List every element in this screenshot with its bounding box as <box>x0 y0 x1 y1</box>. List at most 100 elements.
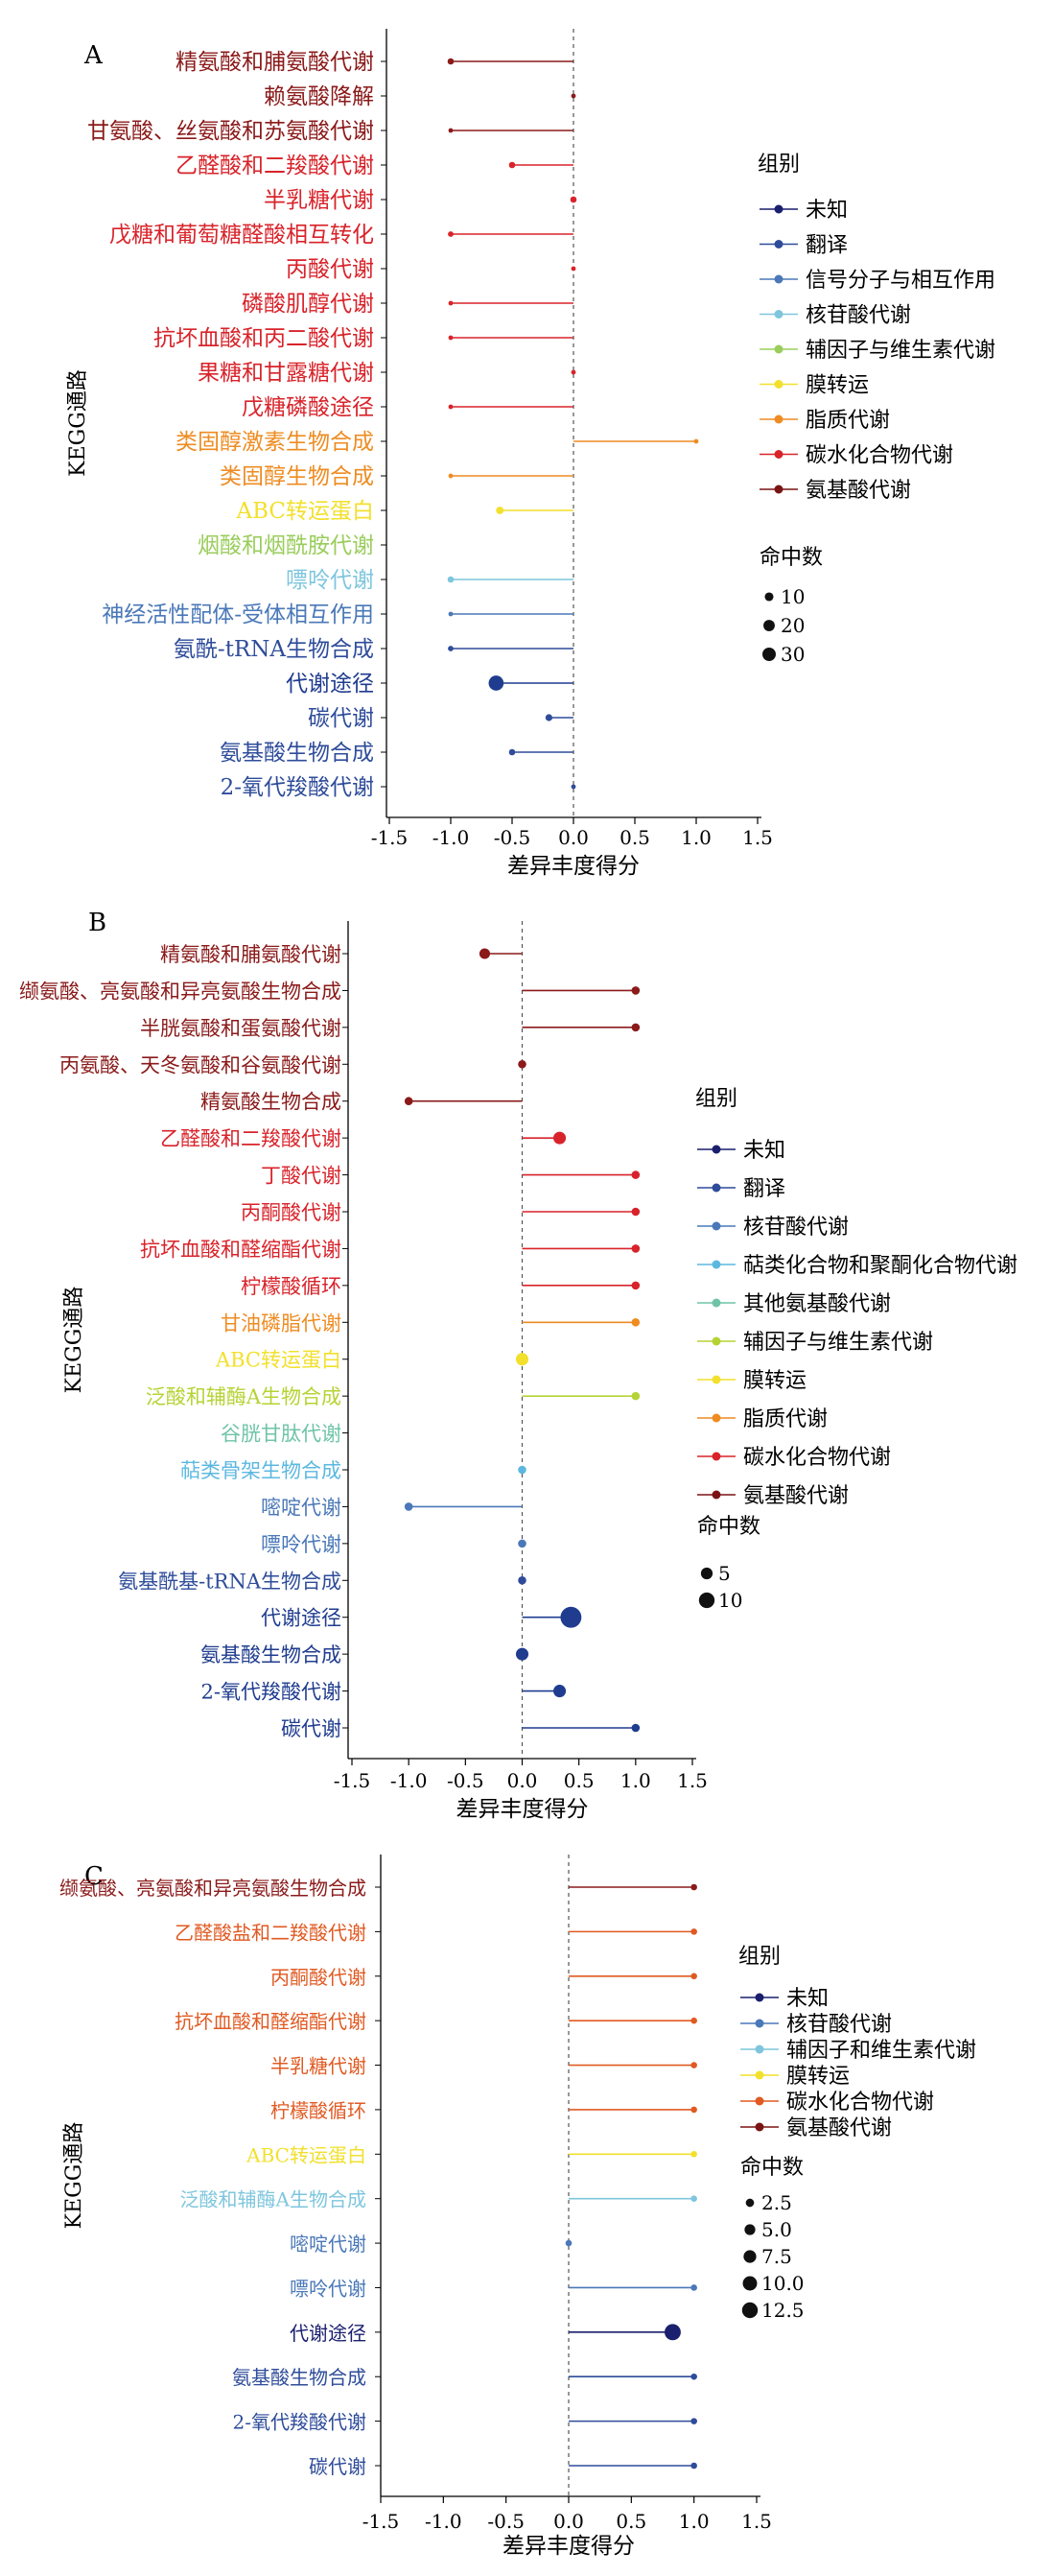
size-legend-title: 命中数 <box>740 2156 804 2180</box>
lollipop-point <box>690 2418 697 2424</box>
legend-key-dot <box>712 1145 721 1154</box>
size-legend-label: 20 <box>781 614 805 637</box>
lollipop-point <box>479 948 491 959</box>
pathway-label: 碳代谢 <box>308 706 374 731</box>
pathway-label: 丙酮酸代谢 <box>270 1966 366 1989</box>
y-axis-title: KEGG通路 <box>66 369 90 477</box>
pathway-label: 嘧啶代谢 <box>261 1496 341 1519</box>
lollipop-point <box>508 161 516 169</box>
pathway-label: 碳代谢 <box>281 1717 341 1740</box>
lollipop-point <box>447 576 455 583</box>
panel-label: A <box>83 41 104 70</box>
legend-key-dot <box>712 1260 721 1269</box>
x-tick-label: 0.0 <box>507 1769 538 1792</box>
pathway-label: 萜类骨架生物合成 <box>180 1459 341 1482</box>
lollipop-point <box>631 986 641 995</box>
pathway-label: 半乳糖代谢 <box>270 2055 366 2078</box>
pathway-label: 乙醛酸和二羧酸代谢 <box>160 1127 341 1150</box>
pathway-label: 氨基酰基-tRNA生物合成 <box>118 1570 341 1593</box>
lollipop-point <box>631 1207 641 1217</box>
lollipop-point <box>448 231 454 237</box>
legend-key-dot <box>774 240 783 248</box>
pathway-label: 氨基酸生物合成 <box>232 2366 366 2389</box>
lollipop-point <box>570 196 577 203</box>
x-tick-label: 1.0 <box>681 826 712 849</box>
lollipop-point <box>690 1973 697 1980</box>
size-legend-title: 命中数 <box>697 1515 760 1539</box>
legend-entry-label: 核苷酸代谢 <box>786 2013 892 2037</box>
pathway-label: 氨基酸生物合成 <box>200 1643 341 1666</box>
legend-entry-label: 辅因子和维生素代谢 <box>786 2039 976 2063</box>
lollipop-point <box>496 507 504 514</box>
lollipop-point <box>565 2239 573 2247</box>
legend-entry-label: 脂质代谢 <box>743 1407 828 1431</box>
size-legend-title: 命中数 <box>760 546 823 570</box>
pathway-label: 戊糖和葡萄糖醛酸相互转化 <box>109 223 374 248</box>
legend-entry-label: 其他氨基酸代谢 <box>743 1292 891 1316</box>
pathway-label: 柠檬酸循环 <box>241 1275 341 1298</box>
lollipop-point <box>690 2462 697 2470</box>
lollipop-point <box>690 2062 697 2068</box>
x-tick-label: 1.5 <box>742 826 773 849</box>
pathway-label: 神经活性配体-受体相互作用 <box>102 603 374 627</box>
x-tick-label: -0.5 <box>494 826 531 849</box>
legend-key-dot <box>774 344 783 354</box>
pathway-label: 类固醇生物合成 <box>220 464 374 489</box>
legend-key-dot <box>712 1183 721 1193</box>
pathway-label: 2-氧代羧酸代谢 <box>201 1681 341 1704</box>
lollipop-point <box>690 2151 697 2158</box>
lollipop-point <box>448 300 454 306</box>
legend-entry-label: 氨基酸代谢 <box>743 1484 849 1508</box>
legend-entry-label: 膜转运 <box>786 2065 850 2089</box>
size-legend-dot <box>745 2198 755 2208</box>
legend-key-dot <box>774 414 783 424</box>
pathway-label: 烟酸和烟酰胺代谢 <box>198 533 374 558</box>
size-legend-dot <box>764 592 774 602</box>
legend-entry-label: 膜转运 <box>806 374 869 398</box>
legend-key-dot <box>755 1993 764 2002</box>
legend-key-dot <box>774 204 783 214</box>
legend-key-dot <box>774 380 783 389</box>
lollipop-point <box>448 404 454 410</box>
size-legend-dot <box>700 1567 713 1580</box>
pathway-label: 抗坏血酸和醛缩酯代谢 <box>175 2010 366 2033</box>
pathway-label: ABC转运蛋白 <box>235 499 374 524</box>
pathway-label: 磷酸肌醇代谢 <box>242 292 374 317</box>
size-legend-dot <box>763 620 775 631</box>
legend-entry-label: 翻译 <box>743 1177 785 1201</box>
legend-entry-label: 膜转运 <box>743 1369 807 1393</box>
lollipop-point <box>571 369 576 375</box>
lollipop-point <box>690 2373 697 2380</box>
group-legend-title: 组别 <box>758 153 800 177</box>
pathway-label: 氨基酸生物合成 <box>220 741 374 766</box>
x-axis-title: 差异丰度得分 <box>456 1797 589 1822</box>
pathway-label: 2-氧代羧酸代谢 <box>221 775 374 800</box>
pathway-label: 丁酸代谢 <box>261 1165 341 1188</box>
pathway-label: ABC转运蛋白 <box>215 1349 341 1372</box>
group-legend-title: 组别 <box>738 1945 781 1969</box>
x-tick-label: -1.5 <box>362 2510 400 2533</box>
x-tick-label: 0.0 <box>553 2510 584 2533</box>
lollipop-point <box>631 1023 641 1032</box>
pathway-label: 精氨酸和脯氨酸代谢 <box>175 50 374 75</box>
legend-entry-label: 氨基酸代谢 <box>806 479 911 503</box>
lollipop-point <box>515 1647 529 1661</box>
pathway-label: 嘧啶代谢 <box>290 2233 366 2256</box>
x-tick-label: -1.0 <box>390 1769 428 1792</box>
lollipop-point <box>518 1539 526 1548</box>
lollipop-point <box>690 1883 697 1891</box>
x-tick-label: -1.5 <box>371 826 409 849</box>
pathway-label: 甘氨酸、丝氨酸和苏氨酸代谢 <box>87 119 374 144</box>
x-tick-label: 1.5 <box>741 2510 772 2533</box>
legend-key-dot <box>755 2019 764 2028</box>
pathway-label: 精氨酸生物合成 <box>200 1091 341 1114</box>
lollipop-point <box>448 335 454 341</box>
pathway-label: 半乳糖代谢 <box>264 188 374 213</box>
lollipop-point <box>690 2195 697 2202</box>
pathway-label: ABC转运蛋白 <box>245 2143 366 2166</box>
lollipop-point <box>518 1576 526 1585</box>
x-axis-title: 差异丰度得分 <box>507 854 640 879</box>
legend-entry-label: 翻译 <box>806 234 848 258</box>
legend-entry-label: 核苷酸代谢 <box>743 1216 849 1240</box>
x-tick-label: 0.5 <box>564 1769 595 1792</box>
